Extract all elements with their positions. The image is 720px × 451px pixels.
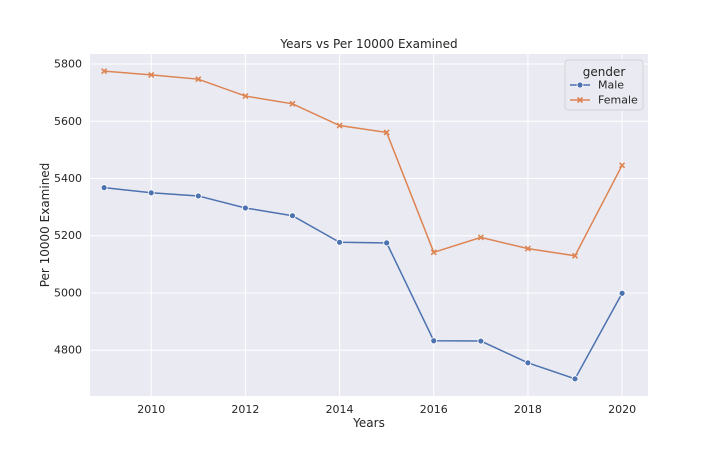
data-point-female (336, 122, 343, 129)
data-point-male (571, 375, 579, 383)
data-point-female (101, 68, 108, 75)
y-tick-label: 4800 (54, 344, 82, 357)
data-point-female (619, 162, 626, 169)
y-tick-label: 5000 (54, 286, 82, 299)
data-point-male (336, 238, 343, 246)
data-point-female (477, 234, 484, 241)
y-tick-label: 5600 (54, 115, 82, 128)
legend-label: Female (598, 94, 638, 107)
legend-label: Male (598, 79, 624, 92)
x-tick-label: 2018 (514, 403, 542, 416)
y-tick-label: 5200 (54, 229, 82, 242)
data-point-female (242, 93, 249, 100)
data-point-male (618, 289, 626, 297)
legend-marker (576, 96, 584, 104)
y-tick-label: 5800 (54, 58, 82, 71)
x-axis: 2010 2012 2014 2016 2018 2020 (137, 403, 636, 416)
data-point-male (289, 212, 296, 220)
data-point-female (430, 249, 437, 256)
plot-background (90, 54, 648, 396)
data-point-female (148, 71, 155, 78)
legend-box (564, 59, 644, 111)
data-point-female (524, 245, 531, 252)
chart-title: Years vs Per 10000 Examined (279, 37, 457, 51)
series-line-female (104, 70, 623, 257)
y-axis-title: Per 10000 Examined (38, 163, 52, 288)
series-layer (100, 68, 626, 383)
x-tick-label: 2020 (608, 403, 636, 416)
data-point-male (477, 337, 485, 345)
legend-marker (576, 81, 584, 89)
y-axis: 4800 5000 5200 5400 5600 5800 (54, 58, 82, 357)
data-point-male (524, 359, 532, 367)
grid (90, 54, 648, 396)
data-point-female (571, 252, 579, 259)
data-point-male (100, 184, 108, 192)
legend-title: gender (583, 65, 626, 79)
legend-item-male: Male (570, 79, 624, 92)
data-point-male (194, 192, 202, 200)
x-tick-label: 2014 (326, 403, 354, 416)
data-point-female (289, 100, 296, 107)
data-point-male (241, 204, 249, 212)
data-point-male (430, 337, 438, 345)
data-point-male (147, 189, 155, 197)
y-tick-label: 5400 (54, 172, 82, 185)
data-point-male (383, 239, 391, 247)
legend: gender Male Female (564, 59, 644, 111)
x-tick-label: 2012 (231, 403, 259, 416)
x-tick-label: 2016 (420, 403, 448, 416)
data-point-female (383, 129, 390, 136)
data-point-female (195, 76, 202, 83)
x-axis-title: Years (352, 416, 385, 430)
series-line-male (104, 186, 623, 380)
legend-item-female: Female (570, 94, 638, 107)
x-tick-label: 2010 (137, 403, 165, 416)
